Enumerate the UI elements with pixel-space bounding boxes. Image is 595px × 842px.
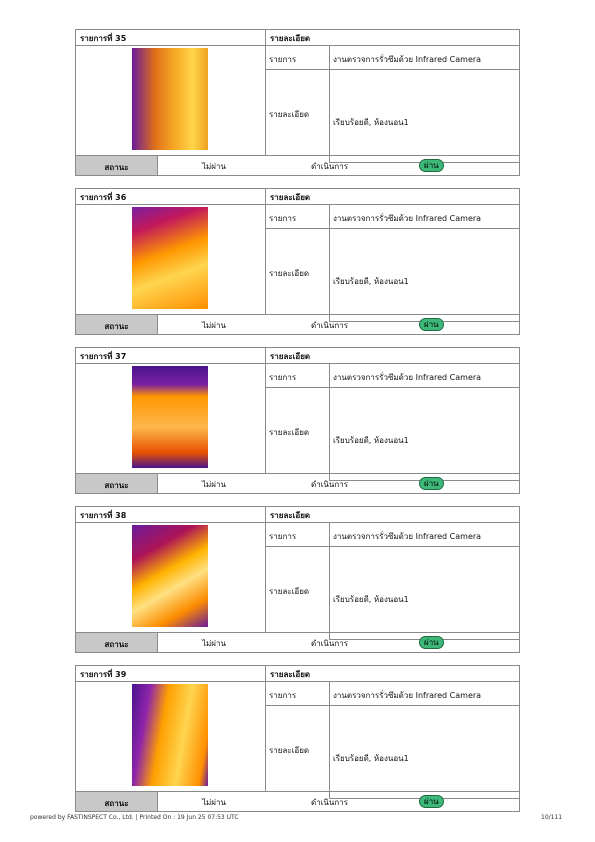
label-cell: รายละเอียด [265, 69, 330, 156]
label-cell: รายการ [265, 681, 330, 706]
status-label: สถานะ [75, 155, 158, 176]
option-pass[interactable]: ผ่าน [419, 318, 444, 331]
option-fail[interactable]: ไม่ผ่าน [202, 321, 226, 330]
status-label: สถานะ [75, 632, 158, 653]
label-cell: รายละเอียด [265, 228, 330, 315]
detail-header: รายละเอียด [265, 665, 520, 682]
value-cell: เรียบร้อยดี, ห้องนอน1 [329, 69, 520, 163]
option-pass[interactable]: ผ่าน [419, 636, 444, 649]
value-cell: งานตรวจการรั่วซึมด้วย Infrared Camera [329, 204, 520, 229]
value-cell: งานตรวจการรั่วซึมด้วย Infrared Camera [329, 522, 520, 547]
item-title: รายการที่ 38 [75, 506, 266, 523]
status-row [157, 632, 520, 653]
option-fail[interactable]: ไม่ผ่าน [202, 639, 226, 648]
detail-header: รายละเอียด [265, 347, 520, 364]
label-cell: รายการ [265, 522, 330, 547]
option-pass[interactable]: ผ่าน [419, 477, 444, 490]
detail-header: รายละเอียด [265, 29, 520, 46]
item-title: รายการที่ 39 [75, 665, 266, 682]
option-progress[interactable]: ดำเนินการ [311, 321, 348, 330]
option-fail[interactable]: ไม่ผ่าน [202, 480, 226, 489]
status-label: สถานะ [75, 791, 158, 812]
option-progress[interactable]: ดำเนินการ [311, 639, 348, 648]
thermal-image [132, 525, 208, 627]
option-progress[interactable]: ดำเนินการ [311, 162, 348, 171]
status-row [157, 314, 520, 335]
item-title: รายการที่ 36 [75, 188, 266, 205]
value-cell: งานตรวจการรั่วซึมด้วย Infrared Camera [329, 363, 520, 388]
option-pass[interactable]: ผ่าน [419, 795, 444, 808]
label-cell: รายละเอียด [265, 705, 330, 792]
label-cell: รายการ [265, 363, 330, 388]
option-fail[interactable]: ไม่ผ่าน [202, 798, 226, 807]
status-label: สถานะ [75, 473, 158, 494]
page-number: 10/111 [541, 814, 563, 821]
label-cell: รายละเอียด [265, 546, 330, 633]
value-cell: งานตรวจการรั่วซึมด้วย Infrared Camera [329, 45, 520, 70]
label-cell: รายการ [265, 204, 330, 229]
value-cell: เรียบร้อยดี, ห้องนอน1 [329, 546, 520, 640]
detail-header: รายละเอียด [265, 188, 520, 205]
thermal-image [132, 48, 208, 150]
thermal-image [132, 207, 208, 309]
option-progress[interactable]: ดำเนินการ [311, 798, 348, 807]
option-progress[interactable]: ดำเนินการ [311, 480, 348, 489]
status-row [157, 473, 520, 494]
detail-header: รายละเอียด [265, 506, 520, 523]
value-cell: เรียบร้อยดี, ห้องนอน1 [329, 228, 520, 322]
footer-text: powered by FASTINSPECT Co., Ltd. | Print… [30, 814, 239, 821]
status-row [157, 155, 520, 176]
item-title: รายการที่ 35 [75, 29, 266, 46]
item-title: รายการที่ 37 [75, 347, 266, 364]
status-label: สถานะ [75, 314, 158, 335]
thermal-image [132, 366, 208, 468]
option-pass[interactable]: ผ่าน [419, 159, 444, 172]
status-row [157, 791, 520, 812]
value-cell: เรียบร้อยดี, ห้องนอน1 [329, 387, 520, 481]
option-fail[interactable]: ไม่ผ่าน [202, 162, 226, 171]
thermal-image [132, 684, 208, 786]
label-cell: รายละเอียด [265, 387, 330, 474]
value-cell: เรียบร้อยดี, ห้องนอน1 [329, 705, 520, 799]
label-cell: รายการ [265, 45, 330, 70]
value-cell: งานตรวจการรั่วซึมด้วย Infrared Camera [329, 681, 520, 706]
